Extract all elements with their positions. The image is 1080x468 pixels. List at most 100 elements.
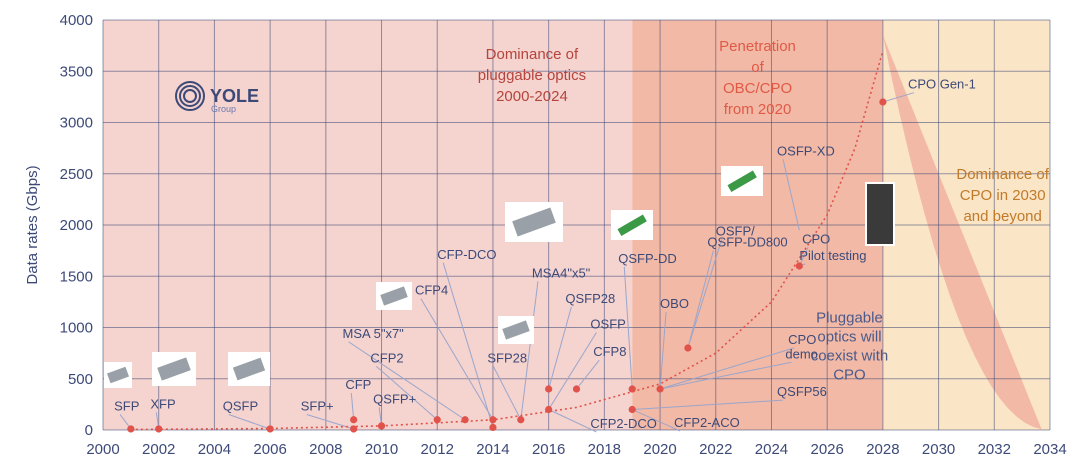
data-point-12 [545, 385, 553, 393]
zone-2-text-2: of [751, 59, 764, 76]
x-tick-2004: 2004 [198, 441, 231, 458]
x-tick-2022: 2022 [699, 441, 732, 458]
logo-name: YOLE [210, 86, 259, 106]
leader-19 [687, 250, 714, 349]
y-tick-2000: 2000 [60, 217, 93, 234]
data-point-16 [628, 405, 636, 414]
leader-17 [659, 311, 667, 390]
zone-2-text-3: OBC/CPO [723, 80, 792, 97]
y-tick-1000: 1000 [60, 320, 93, 337]
leader-13 [548, 306, 572, 390]
module-chip-4 [380, 286, 408, 306]
leader-4 [306, 414, 354, 430]
leader-18 [687, 239, 723, 349]
leader-23 [882, 92, 915, 103]
x-tick-2006: 2006 [253, 441, 286, 458]
data-point-1 [127, 425, 135, 433]
coexist-text-2: optics will [817, 328, 881, 345]
module-pictures [104, 166, 895, 388]
leader-3 [228, 414, 271, 430]
data-point-13 [545, 405, 553, 414]
label-16: QSFP-DD [618, 251, 677, 266]
label-17: OBO [660, 296, 689, 311]
y-tick-3000: 3000 [60, 115, 93, 132]
module-chip-1 [107, 366, 129, 384]
x-tick-2002: 2002 [142, 441, 175, 458]
y-tick-4000: 4000 [60, 12, 93, 29]
label-23: CPO Gen-1 [908, 77, 976, 92]
x-tick-2030: 2030 [922, 441, 955, 458]
leader-11 [520, 281, 539, 420]
x-tick-2018: 2018 [588, 441, 621, 458]
data-point-5 [350, 416, 358, 424]
label-5: CFP [345, 377, 371, 392]
label-25: demo [785, 346, 818, 361]
zone-2-text-1: Penetration [719, 38, 796, 55]
label-13: QSFP28 [565, 291, 615, 306]
y-tick-2500: 2500 [60, 166, 93, 183]
data-point-9 [489, 416, 497, 424]
axes: 2000 2002 2004 2006 2008 2010 2012 2014 2016 2018… [24, 12, 1067, 458]
leader-8 [348, 341, 466, 421]
leader-9 [420, 298, 494, 421]
data-point-4 [350, 425, 358, 433]
module-chip-9 [867, 184, 893, 244]
data-point-15 [628, 385, 636, 393]
zone-2-text-4: from 2020 [724, 101, 792, 118]
x-tick-2008: 2008 [309, 441, 342, 458]
y-tick-3500: 3500 [60, 63, 93, 80]
label-28: CFP2-ACO [674, 415, 740, 430]
leader-24 [659, 347, 795, 390]
zone-3-text-2: CPO in 2030 [960, 187, 1046, 204]
data-point-17 [656, 385, 664, 393]
label-19: QSFP-DD800 [707, 235, 787, 250]
leader-26 [632, 399, 784, 410]
label-21: CPO [802, 231, 830, 246]
label-2: XFP [150, 396, 175, 411]
leader-7 [376, 365, 438, 421]
y-tick-500: 500 [68, 371, 93, 388]
module-chip-3 [232, 357, 266, 381]
data-point-11 [517, 416, 525, 424]
x-tick-2028: 2028 [866, 441, 899, 458]
label-9: CFP4 [415, 283, 448, 298]
leader-10 [442, 262, 494, 428]
zone-3-text-3: and beyond [963, 208, 1041, 225]
x-tick-2012: 2012 [421, 441, 454, 458]
x-tick-2016: 2016 [532, 441, 565, 458]
logo-ring-2 [179, 85, 201, 107]
data-point-6 [377, 422, 386, 430]
data-point-7 [433, 416, 441, 424]
x-tick-2024: 2024 [755, 441, 788, 458]
data-point-8 [461, 416, 469, 424]
module-chip-5 [502, 320, 530, 340]
zone-3-text-1: Dominance of [956, 166, 1049, 183]
label-7: CFP2 [370, 350, 403, 365]
trend-line [130, 50, 884, 431]
label-8: MSA 5"x7" [343, 326, 405, 341]
logo-sub: Group [211, 104, 236, 114]
y-axis-label: Data rates (Gbps) [24, 165, 41, 284]
leader-12 [492, 366, 522, 420]
label-1: SFP [114, 399, 139, 414]
leader-15 [576, 359, 600, 390]
label-12: SFP28 [487, 350, 527, 365]
label-15: CFP8 [593, 344, 626, 359]
data-point-14 [572, 385, 581, 393]
data-point-18 [684, 344, 692, 352]
x-tick-2026: 2026 [810, 441, 843, 458]
x-tick-2032: 2032 [978, 441, 1011, 458]
data-point-3 [266, 425, 274, 433]
module-chip-6 [512, 207, 556, 237]
module-chip-8 [727, 170, 757, 192]
label-6: QSFP+ [373, 391, 416, 406]
label-4: SFP+ [301, 399, 334, 414]
module-chip-2 [157, 357, 191, 381]
data-points [127, 98, 887, 433]
leader-lines [119, 92, 915, 433]
x-tick-2020: 2020 [643, 441, 676, 458]
cpo-curve-area [882, 35, 1042, 430]
